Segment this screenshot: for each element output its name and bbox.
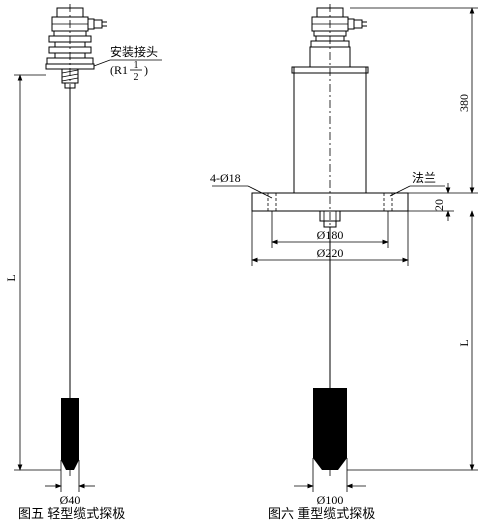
thread-open: (R1: [110, 63, 128, 77]
dim-L-fig6: L: [347, 211, 478, 470]
thread-close: ): [144, 63, 148, 77]
dim-380: 380: [350, 8, 478, 193]
thread-frac-bot: 2: [134, 72, 139, 83]
figure-5: L Ø40 安装接头 (R1 1 2 ): [4, 4, 162, 507]
dim-d40-label: Ø40: [60, 493, 81, 507]
dim-L-fig6-label: L: [457, 339, 471, 346]
dim-20: 20: [408, 183, 454, 221]
flange-callout: 法兰: [390, 171, 445, 196]
holes-callout: 4-Ø18: [210, 171, 272, 198]
dim-d180-label: Ø180: [317, 228, 344, 242]
dim-L-fig5: L: [4, 75, 61, 470]
fig5-caption: 图五 轻型缆式探极: [18, 506, 125, 521]
thread-frac-top: 1: [134, 60, 139, 71]
figure-6: 4-Ø18 法兰 380 20 L Ø180 Ø220: [210, 4, 478, 507]
dim-L-label: L: [4, 274, 18, 281]
dim-20-label: 20: [432, 199, 446, 211]
install-label: 安装接头 (R1 1 2 ): [94, 44, 162, 83]
dim-380-label: 380: [457, 94, 471, 112]
holes-label: 4-Ø18: [210, 171, 241, 185]
install-label-text: 安装接头: [110, 44, 158, 59]
dim-d100-label: Ø100: [317, 493, 344, 507]
flange-label: 法兰: [412, 171, 436, 185]
fig6-caption: 图六 重型缆式探极: [268, 506, 375, 521]
dim-d220-label: Ø220: [317, 246, 344, 260]
